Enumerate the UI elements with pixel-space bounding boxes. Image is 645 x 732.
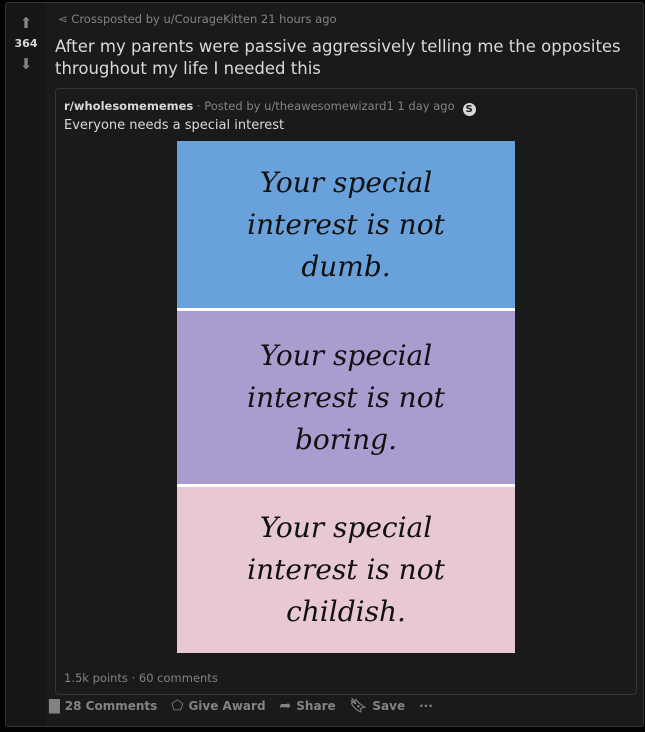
- post-title[interactable]: After my parents were passive aggressive…: [55, 37, 621, 78]
- award-badge-icon: S: [462, 103, 476, 116]
- crossposted-original[interactable]: r/wholesomememes · Posted by u/theawesom…: [55, 88, 637, 695]
- crosspost-meta: ⋖ Crossposted by u/CourageKitten 21 hour…: [58, 12, 337, 26]
- award-icon: ⬠: [171, 698, 184, 714]
- comment-icon: ▇: [49, 698, 60, 714]
- share-button[interactable]: ➦ Share: [280, 698, 336, 714]
- action-bar: ▇ 28 Comments ⬠ Give Award ➦ Share 🔖︎ Save ·…: [49, 698, 433, 714]
- award-label: Give Award: [188, 699, 266, 713]
- original-meta: r/wholesomememes · Posted by u/theawesom…: [64, 99, 476, 116]
- vote-column: ⬆ 364 ⬇: [6, 3, 46, 726]
- image-panel-boring: Your special interest is not boring.: [177, 311, 515, 484]
- image-panel-childish: Your special interest is not childish.: [177, 487, 515, 653]
- share-label: Share: [296, 699, 336, 713]
- posted-by[interactable]: · Posted by u/theawesomewizard1 1 day ag…: [196, 99, 455, 113]
- crosspost-icon: ⋖: [58, 12, 68, 26]
- downvote-icon[interactable]: ⬇: [19, 55, 33, 73]
- original-title[interactable]: Everyone needs a special interest: [64, 118, 285, 133]
- vote-score: 364: [14, 37, 38, 50]
- share-icon: ➦: [279, 698, 292, 714]
- comments-button[interactable]: ▇ 28 Comments: [49, 698, 157, 714]
- save-button[interactable]: 🔖︎ Save: [350, 698, 405, 714]
- subreddit-link[interactable]: r/wholesomememes: [64, 99, 194, 113]
- upvote-icon[interactable]: ⬆: [19, 14, 33, 32]
- comments-label: 28 Comments: [64, 699, 158, 713]
- more-options-button[interactable]: ···: [419, 699, 433, 713]
- post-image[interactable]: Your special interest is not dumb. Your …: [177, 141, 515, 653]
- bookmark-icon: 🔖︎: [349, 698, 368, 714]
- post-card: ⬆ 364 ⬇ ⋖ Crossposted by u/CourageKitten…: [5, 2, 644, 727]
- save-label: Save: [372, 699, 406, 713]
- give-award-button[interactable]: ⬠ Give Award: [171, 698, 265, 714]
- crosspost-label[interactable]: Crossposted by u/CourageKitten 21 hours …: [71, 12, 337, 26]
- original-stats[interactable]: 1.5k points · 60 comments: [64, 671, 218, 685]
- image-panel-dumb: Your special interest is not dumb.: [177, 141, 515, 308]
